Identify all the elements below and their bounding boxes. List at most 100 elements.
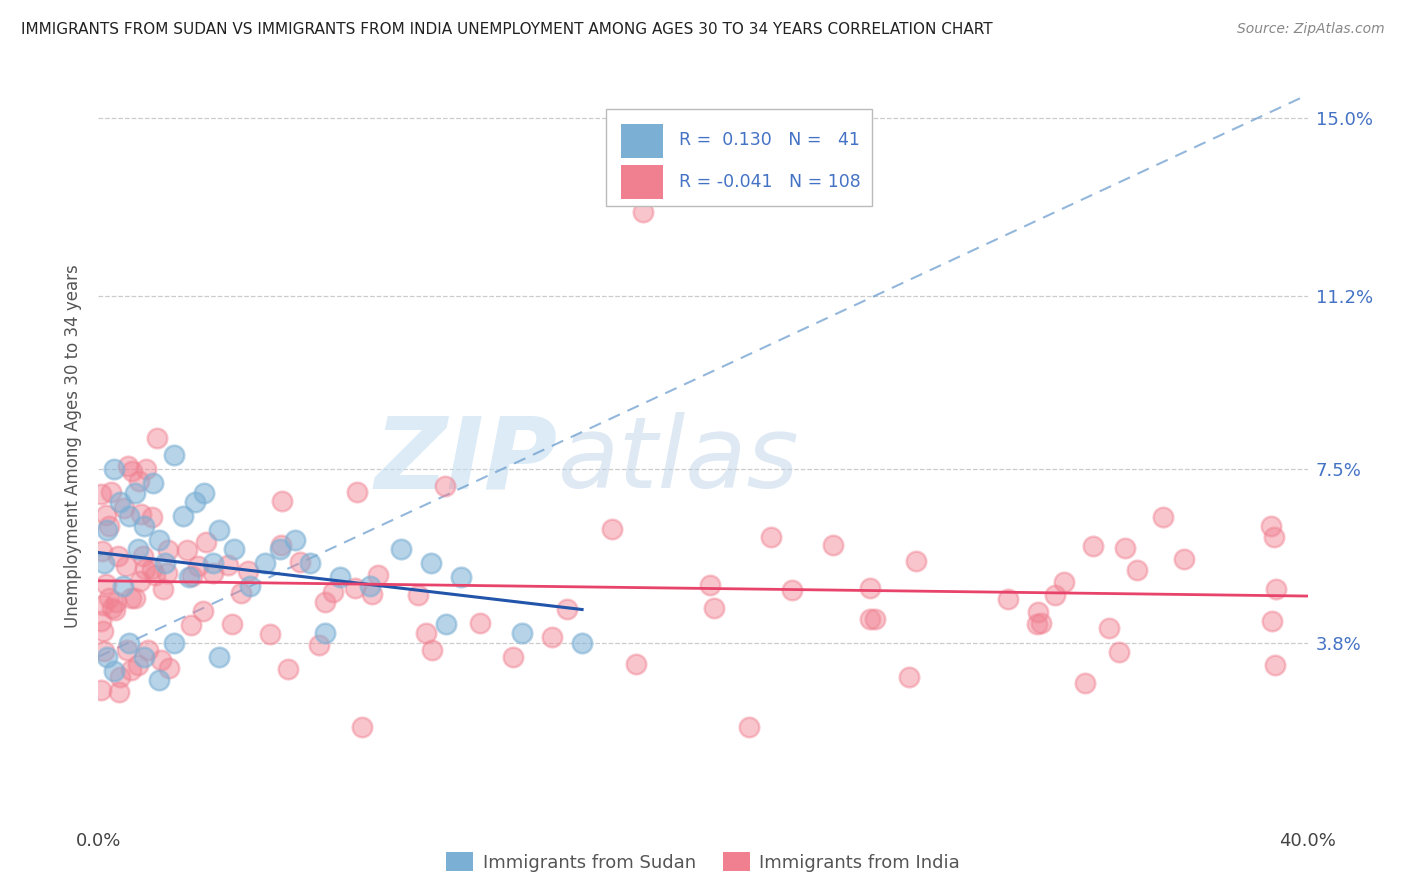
Point	[120, 663, 142, 677]
Point	[997, 591, 1019, 606]
Point	[118, 509, 141, 524]
FancyBboxPatch shape	[621, 165, 664, 199]
Text: IMMIGRANTS FROM SUDAN VS IMMIGRANTS FROM INDIA UNEMPLOYMENT AMONG AGES 30 TO 34 : IMMIGRANTS FROM SUDAN VS IMMIGRANTS FROM…	[21, 22, 993, 37]
Point	[450, 570, 472, 584]
Point	[180, 569, 202, 583]
Point	[780, 583, 803, 598]
Point	[93, 599, 115, 613]
Point	[134, 562, 156, 576]
Point	[1261, 614, 1284, 628]
Point	[239, 580, 262, 594]
Point	[284, 533, 307, 547]
Point	[1031, 615, 1053, 630]
Point	[153, 556, 176, 570]
Point	[202, 566, 225, 580]
Point	[115, 558, 138, 573]
Point	[221, 616, 243, 631]
Point	[434, 478, 457, 492]
Point	[127, 657, 149, 672]
Point	[128, 574, 150, 589]
Point	[156, 566, 179, 581]
Point	[389, 542, 412, 557]
Point	[141, 562, 163, 576]
Point	[420, 556, 443, 570]
Text: atlas: atlas	[558, 412, 800, 509]
Point	[1173, 552, 1195, 566]
Point	[1126, 563, 1149, 577]
Point	[367, 567, 389, 582]
Legend: Immigrants from Sudan, Immigrants from India: Immigrants from Sudan, Immigrants from I…	[439, 846, 967, 879]
Point	[1026, 616, 1049, 631]
Point	[236, 564, 259, 578]
Point	[1083, 539, 1105, 553]
Point	[224, 542, 246, 557]
Point	[540, 630, 562, 644]
Point	[91, 544, 114, 558]
Point	[1043, 588, 1066, 602]
Point	[141, 510, 163, 524]
Point	[1108, 645, 1130, 659]
Point	[93, 643, 115, 657]
Point	[163, 635, 186, 649]
Point	[1114, 541, 1136, 556]
Point	[631, 205, 654, 219]
Point	[90, 682, 112, 697]
Point	[163, 449, 186, 463]
Point	[1026, 605, 1049, 619]
Point	[208, 523, 231, 537]
Point	[100, 485, 122, 500]
Point	[555, 602, 578, 616]
Point	[420, 643, 443, 657]
Point	[288, 555, 311, 569]
Point	[322, 585, 344, 599]
Point	[93, 556, 115, 570]
Point	[1153, 510, 1175, 524]
Point	[360, 587, 382, 601]
Point	[121, 464, 143, 478]
Point	[859, 612, 882, 626]
Point	[145, 431, 167, 445]
Point	[269, 542, 291, 557]
Point	[101, 601, 124, 615]
Point	[699, 578, 721, 592]
Point	[127, 542, 149, 557]
Point	[120, 591, 142, 605]
Point	[142, 476, 165, 491]
Point	[152, 582, 174, 596]
Point	[114, 501, 136, 516]
Point	[350, 720, 373, 734]
Point	[468, 615, 491, 630]
Point	[96, 523, 118, 537]
Point	[98, 591, 121, 606]
Point	[118, 635, 141, 649]
Point	[94, 576, 117, 591]
Point	[208, 649, 231, 664]
Point	[314, 594, 336, 608]
Point	[408, 588, 430, 602]
Point	[270, 538, 292, 552]
Point	[502, 650, 524, 665]
Point	[738, 720, 761, 734]
Point	[104, 603, 127, 617]
Point	[343, 582, 366, 596]
Point	[108, 495, 131, 509]
Point	[329, 570, 352, 584]
Point	[253, 556, 276, 570]
Point	[823, 538, 845, 552]
Point	[124, 591, 146, 605]
Point	[1264, 658, 1286, 673]
Text: R = -0.041   N = 108: R = -0.041 N = 108	[679, 172, 860, 191]
Point	[184, 495, 207, 509]
Point	[143, 567, 166, 582]
Point	[103, 664, 125, 678]
Point	[136, 642, 159, 657]
Point	[202, 556, 225, 570]
Point	[129, 508, 152, 522]
Point	[600, 522, 623, 536]
Point	[148, 533, 170, 547]
Point	[193, 485, 215, 500]
Point	[108, 670, 131, 684]
Point	[308, 638, 330, 652]
Point	[571, 635, 593, 649]
Point	[229, 586, 252, 600]
